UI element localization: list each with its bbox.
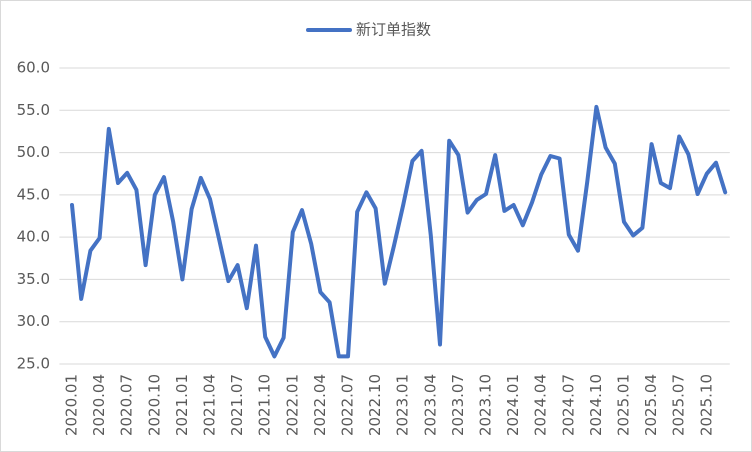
x-tick-label: 2021.10	[256, 374, 274, 436]
y-tick-label: 40.0	[17, 228, 50, 246]
x-tick-label: 2025.01	[615, 374, 633, 436]
x-tick-label: 2025.10	[697, 374, 715, 436]
x-tick-label: 2022.07	[339, 374, 357, 436]
x-tick-label: 2024.04	[532, 374, 550, 436]
x-tick-label: 2021.04	[201, 374, 219, 436]
y-tick-label: 30.0	[17, 312, 50, 330]
x-tick-label: 2020.07	[118, 374, 136, 436]
x-tick-label: 2023.10	[477, 374, 495, 436]
x-tick-label: 2022.01	[283, 374, 301, 436]
y-tick-label: 35.0	[17, 270, 50, 288]
x-tick-label: 2020.10	[145, 374, 163, 436]
x-tick-label: 2020.04	[90, 374, 108, 436]
x-tick-label: 2024.07	[559, 374, 577, 436]
legend-label: 新订单指数	[356, 21, 431, 39]
x-tick-label: 2020.01	[63, 374, 81, 436]
x-tick-label: 2025.07	[670, 374, 688, 436]
data-line	[70, 104, 728, 359]
y-tick-label: 25.0	[17, 355, 50, 373]
x-tick-label: 2023.01	[394, 374, 412, 436]
x-tick-label: 2023.04	[421, 374, 439, 436]
y-tick-label: 55.0	[17, 101, 50, 119]
y-tick-label: 60.0	[17, 59, 50, 77]
x-tick-label: 2021.07	[228, 374, 246, 436]
x-tick-label: 2022.04	[311, 374, 329, 436]
y-tick-label: 50.0	[17, 143, 50, 161]
x-tick-label: 2023.07	[449, 374, 467, 436]
x-tick-label: 2024.01	[504, 374, 522, 436]
y-tick-label: 45.0	[17, 185, 50, 203]
x-tick-label: 2024.10	[587, 374, 605, 436]
x-tick-label: 2021.01	[173, 374, 191, 436]
x-tick-label: 2022.10	[366, 374, 384, 436]
x-tick-label: 2025.04	[642, 374, 660, 436]
